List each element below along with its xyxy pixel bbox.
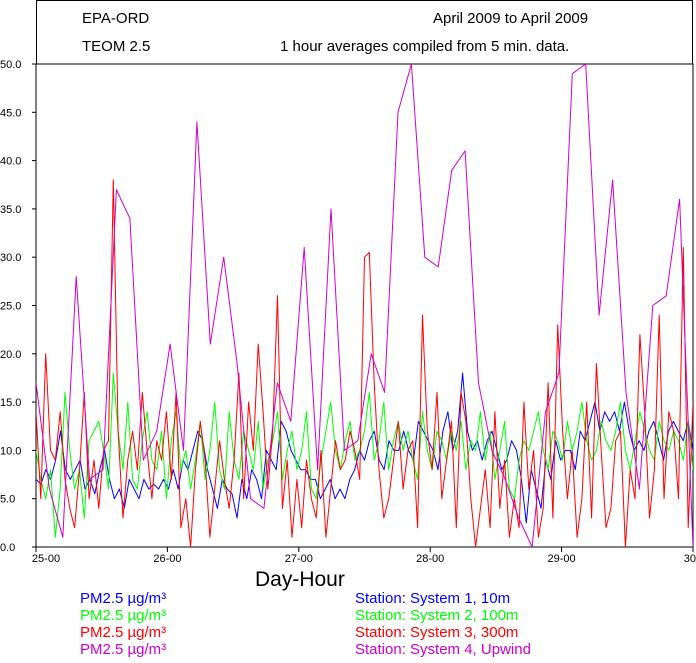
x-tick-label: 26-00 [153, 553, 181, 565]
y-tick-label: 25.0 [0, 301, 21, 313]
y-tick-label: 0.0 [0, 542, 15, 554]
y-tick-label: 20.0 [0, 349, 21, 361]
description-label: 1 hour averages compiled from 5 min. dat… [280, 38, 570, 55]
x-tick-label: 27-00 [285, 553, 313, 565]
agency-label: EPA-ORD [82, 10, 150, 27]
legend-station-4: Station: System 4, Upwind [355, 641, 531, 658]
legend-unit-4: PM2.5 µg/m³ [80, 641, 167, 658]
y-tick-label: 40.0 [0, 156, 21, 168]
x-axis-label: Day-Hour [255, 568, 345, 591]
series-line-system-1 [36, 372, 693, 524]
date-range-label: April 2009 to April 2009 [433, 10, 589, 27]
y-tick-label: 50.0 [0, 59, 21, 71]
legend-station-3: Station: System 3, 300m [355, 624, 519, 641]
x-tick-label: 29-00 [548, 553, 576, 565]
y-tick-label: 30.0 [0, 252, 21, 264]
series-line-system-4 [36, 64, 693, 547]
legend-unit-3: PM2.5 µg/m³ [80, 624, 167, 641]
y-tick-label: 35.0 [0, 204, 21, 216]
series-line-system-2 [36, 372, 693, 538]
line-chart: 0.0 5.0 10.0 15.0 20.0 25.0 30.0 35.0 40.0 45.0 50… [0, 59, 696, 565]
series-line-system-3 [36, 179, 693, 547]
y-tick-label: 45.0 [0, 107, 21, 119]
legend-unit-2: PM2.5 µg/m³ [80, 607, 167, 624]
y-tick-label: 10.0 [0, 445, 21, 457]
x-tick-label: 25-00 [32, 553, 60, 565]
x-tick-label: 28-00 [416, 553, 444, 565]
instrument-label: TEOM 2.5 [82, 38, 151, 55]
legend-station-1: Station: System 1, 10m [355, 590, 511, 607]
legend-unit-1: PM2.5 µg/m³ [80, 590, 167, 607]
legend-station-2: Station: System 2, 100m [355, 607, 519, 624]
y-tick-label: 15.0 [0, 397, 21, 409]
header-frame [36, 0, 693, 64]
y-tick-label: 5.0 [0, 494, 15, 506]
x-tick-label: 30 [684, 553, 696, 565]
